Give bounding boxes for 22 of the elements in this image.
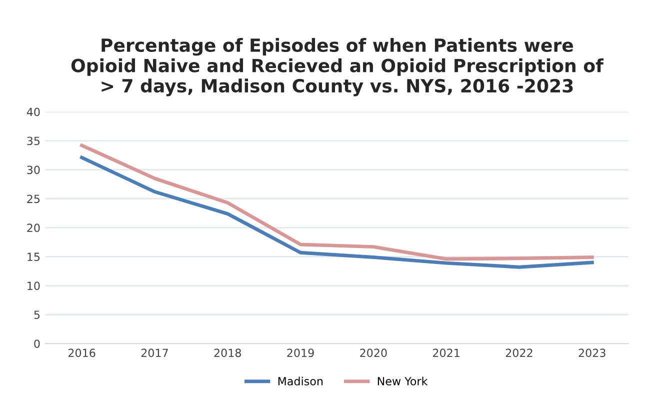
x-tick-label: 2017 bbox=[141, 348, 168, 358]
y-tick-label: 10 bbox=[28, 282, 40, 290]
x-tick-label: 2019 bbox=[287, 348, 314, 358]
y-tick-label: 25 bbox=[27, 194, 40, 204]
y-tick-label: 15 bbox=[28, 252, 40, 262]
x-tick-label: 2022 bbox=[506, 348, 532, 358]
x-tick-label: 2023 bbox=[578, 348, 606, 358]
legend-label: Madison bbox=[278, 376, 323, 386]
y-tick-label: 35 bbox=[27, 136, 40, 146]
y-tick-label: 40 bbox=[26, 108, 40, 116]
y-tick-label: 0 bbox=[34, 340, 40, 348]
chart-title: Percentage of Episodes of when Patients were Opioid Naive and Recieved an Opioid Prescription of > 7 days, Madison County vs. NYS, 2016 -2023 bbox=[71, 38, 604, 96]
line-series bbox=[80, 156, 594, 269]
x-tick-label: 2021 bbox=[432, 348, 460, 358]
y-tick-label: 5 bbox=[34, 310, 40, 320]
x-tick-label: 2018 bbox=[214, 348, 241, 358]
legend-label: New York bbox=[378, 376, 428, 386]
x-tick-label: 2020 bbox=[360, 348, 387, 358]
y-tick-label: 20 bbox=[27, 224, 40, 232]
y-tick-label: 30 bbox=[27, 166, 40, 174]
x-tick-label: 2016 bbox=[68, 348, 96, 358]
line-series bbox=[80, 144, 594, 261]
